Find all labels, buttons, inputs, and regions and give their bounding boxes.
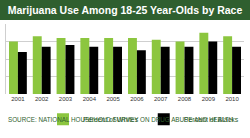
- svg-text:2005: 2005: [106, 96, 120, 102]
- svg-text:2004: 2004: [83, 96, 97, 102]
- svg-text:2009: 2009: [202, 96, 216, 102]
- svg-text:2001: 2001: [11, 96, 25, 102]
- svg-text:2006: 2006: [130, 96, 144, 102]
- svg-text:SOURCE: NATIONAL HOUSEHOLD SUR: SOURCE: NATIONAL HOUSEHOLD SURVEY ON DRU…: [8, 116, 234, 123]
- svg-text:2008: 2008: [178, 96, 192, 102]
- svg-text:2007: 2007: [154, 96, 168, 102]
- svg-text:2003: 2003: [59, 96, 73, 102]
- html-text:Marijuana Use Among 18-25 Year: Marijuana Use Among 18-25 Year-Olds by R…: [7, 4, 243, 16]
- svg-text:2002: 2002: [35, 96, 49, 102]
- svg-text:Percent of Blacks: Percent of Blacks: [184, 116, 239, 123]
- svg-text:2010: 2010: [225, 96, 239, 102]
- svg-text:Percent of Whites: Percent of Whites: [83, 116, 139, 123]
